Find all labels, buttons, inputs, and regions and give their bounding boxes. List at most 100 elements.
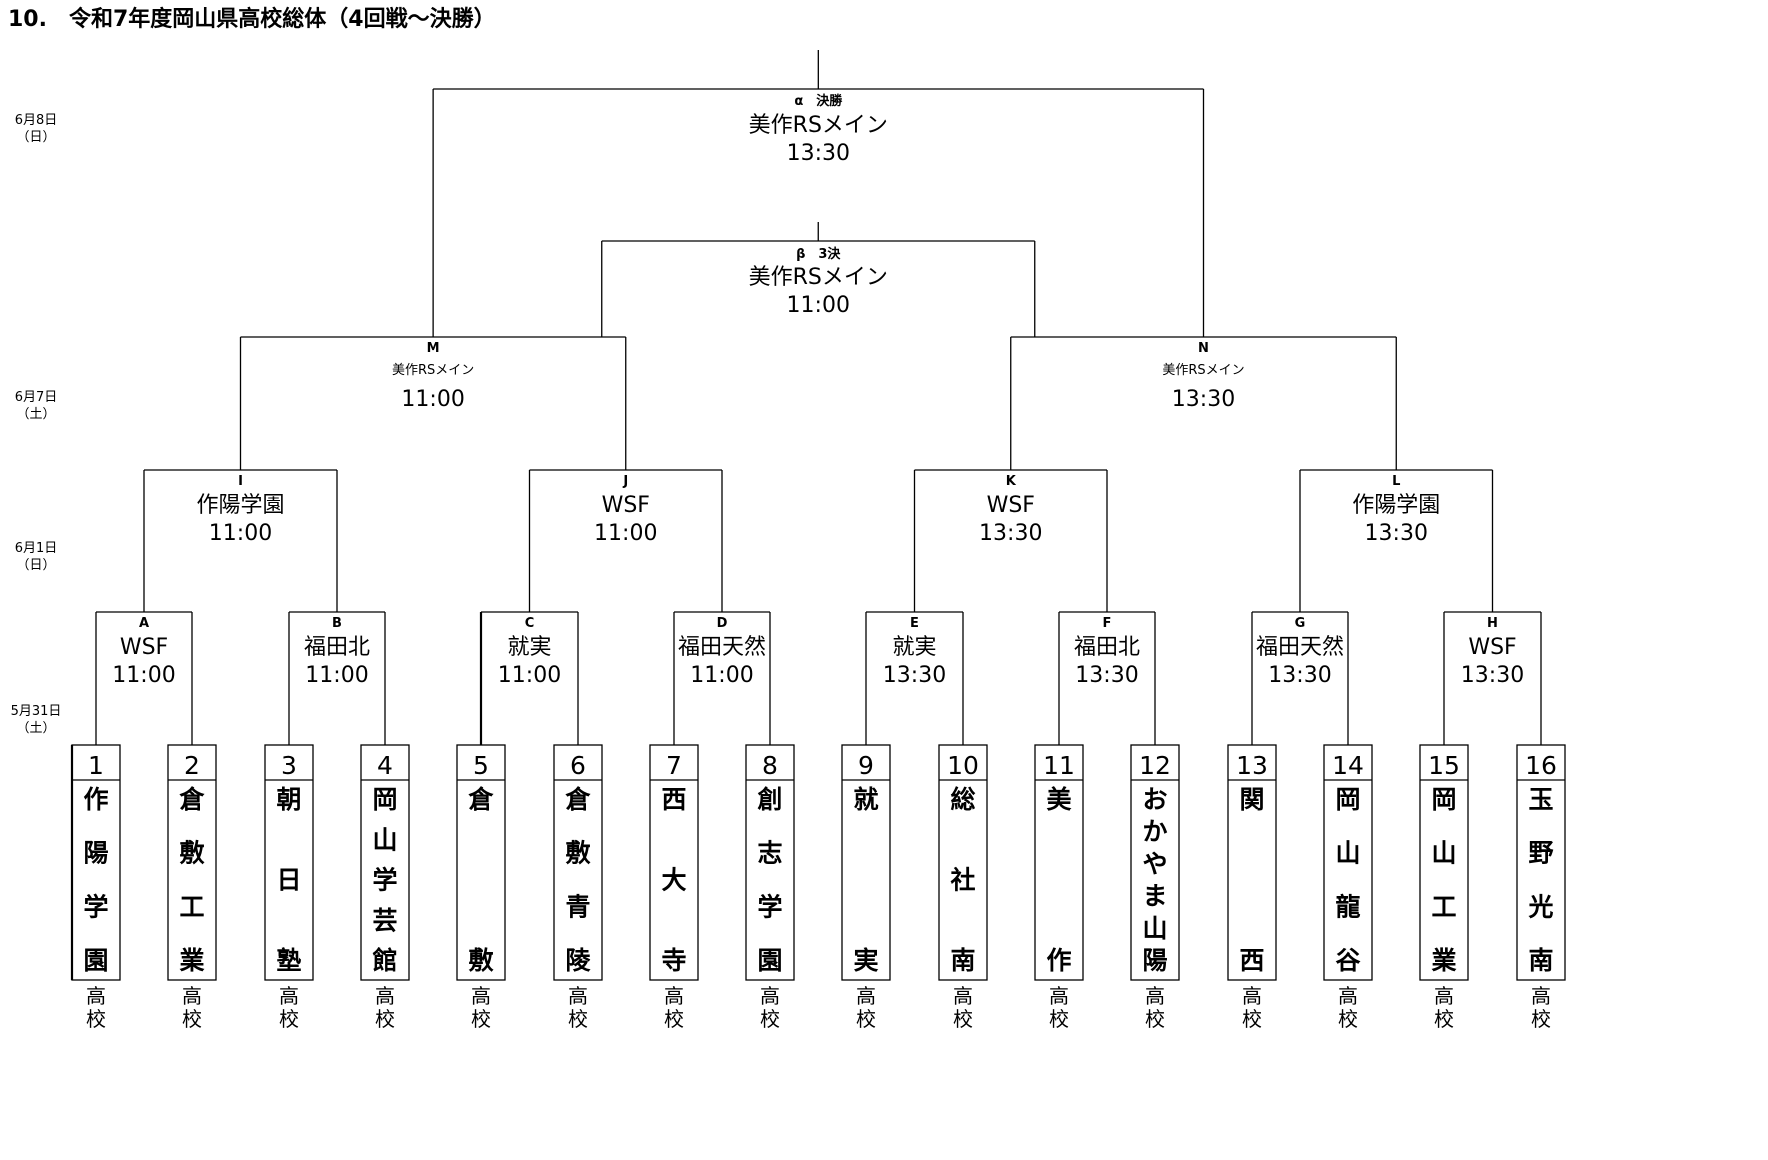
round4-venue: 福田北 <box>304 635 370 660</box>
sf-venue: 美作RSメイン <box>392 363 474 378</box>
team-name-char: 西 <box>1239 946 1264 975</box>
round4-match-label: E <box>910 616 919 631</box>
third-match-label: β 3決 <box>796 246 841 262</box>
team-number: 2 <box>184 751 200 780</box>
school-suffix-char: 校 <box>1338 1007 1358 1031</box>
school-suffix-char: 校 <box>664 1007 684 1031</box>
qf-time: 13:30 <box>1365 521 1428 546</box>
team-name-char: 敷 <box>468 946 494 975</box>
round4-venue: 就実 <box>892 635 936 660</box>
school-suffix-char: 校 <box>568 1007 588 1031</box>
school-suffix-char: 高 <box>471 984 491 1008</box>
team-name-char: 陽 <box>1142 946 1167 975</box>
team-name-char: 南 <box>1528 946 1553 975</box>
school-suffix-char: 校 <box>1531 1007 1551 1031</box>
team-name-char: 学 <box>757 892 782 921</box>
team-name-char: 園 <box>83 946 108 975</box>
school-suffix-char: 高 <box>568 984 588 1008</box>
qf-venue: 作陽学園 <box>196 493 284 518</box>
team-name-char: 業 <box>1431 946 1456 975</box>
team-name-char: 光 <box>1527 892 1553 921</box>
round4-match-label: H <box>1487 616 1498 631</box>
team-name-char: 山 <box>1142 914 1167 943</box>
school-suffix-char: 高 <box>375 984 395 1008</box>
qf-match-label: I <box>238 474 243 489</box>
school-suffix-char: 高 <box>86 984 106 1008</box>
team-name-char: 大 <box>661 866 686 895</box>
school-suffix-char: 高 <box>1049 984 1069 1008</box>
qf-match-label: K <box>1006 474 1017 489</box>
round4-venue: 福田天然 <box>1256 635 1344 660</box>
team-name-char: 山 <box>1335 839 1360 868</box>
school-suffix-char: 校 <box>1434 1007 1454 1031</box>
round4-time: 13:30 <box>883 663 946 688</box>
third-time: 11:00 <box>787 293 850 318</box>
team-name-char: 学 <box>83 892 108 921</box>
team-number: 8 <box>762 751 778 780</box>
team-number: 5 <box>473 751 489 780</box>
team-box-frame <box>1323 744 1373 981</box>
date-round4: 5月31日 <box>11 704 62 719</box>
round4-match-label: D <box>717 616 728 631</box>
school-suffix-char: 高 <box>1531 984 1551 1008</box>
round4-match-label: B <box>332 616 342 631</box>
school-suffix-char: 校 <box>856 1007 876 1031</box>
team-name-char: 龍 <box>1335 892 1360 921</box>
day-quarterfinal: （日） <box>16 558 55 573</box>
team-number: 9 <box>858 751 874 780</box>
team-box-frame <box>841 744 891 981</box>
team-name-char: 作 <box>83 785 108 814</box>
team-name-char: 志 <box>757 839 782 868</box>
sf-time: 13:30 <box>1172 387 1235 412</box>
team-box-frame <box>1516 744 1566 981</box>
sf-venue: 美作RSメイン <box>1162 363 1244 378</box>
team-box-frame <box>745 744 795 981</box>
team-name-char: や <box>1142 849 1167 878</box>
team-box-frame <box>1034 744 1084 981</box>
round4-match-label: C <box>525 616 535 631</box>
team-box-frame <box>456 744 506 981</box>
team-name-char: 野 <box>1528 839 1553 868</box>
round4-time: 11:00 <box>498 663 561 688</box>
team-name-char: 館 <box>372 946 397 975</box>
team-name-char: 就 <box>853 785 878 814</box>
team-name-char: 陽 <box>83 839 108 868</box>
team-name-char: 工 <box>1431 892 1456 921</box>
round4-venue: 福田北 <box>1074 635 1140 660</box>
date-column: 6月8日 （日） 6月7日 （土） 6月1日 （日） 5月31日 （土） <box>11 113 62 736</box>
school-suffix-char: 高 <box>760 984 780 1008</box>
school-suffix-char: 高 <box>664 984 684 1008</box>
team-name-char: 工 <box>179 892 204 921</box>
team-name-char: 山 <box>372 825 397 854</box>
qf-venue: WSF <box>987 493 1035 518</box>
final-time: 13:30 <box>787 141 850 166</box>
round4-venue: WSF <box>120 635 168 660</box>
team-name-char: 寺 <box>661 946 686 975</box>
team-name-char: か <box>1142 817 1167 846</box>
match-labels: A WSF 11:00 B 福田北 11:00 C 就実 11:00 D 福田天然 11:00 E 就実 1… <box>112 93 1524 688</box>
team-number: 3 <box>281 751 297 780</box>
team-name-char: お <box>1142 785 1167 814</box>
team-name-char: 倉 <box>564 785 591 814</box>
team-box-frame <box>360 744 410 981</box>
qf-time: 11:00 <box>209 521 272 546</box>
date-semifinal: 6月7日 <box>15 390 58 405</box>
school-suffix-char: 高 <box>279 984 299 1008</box>
final-venue: 美作RSメイン <box>749 113 888 138</box>
sf-time: 11:00 <box>401 387 464 412</box>
qf-time: 11:00 <box>594 521 657 546</box>
team-name-char: 玉 <box>1528 785 1553 814</box>
team-name-char: 日 <box>276 866 301 895</box>
round4-time: 13:30 <box>1461 663 1524 688</box>
round4-venue: WSF <box>1468 635 1516 660</box>
team-number: 12 <box>1139 751 1171 780</box>
